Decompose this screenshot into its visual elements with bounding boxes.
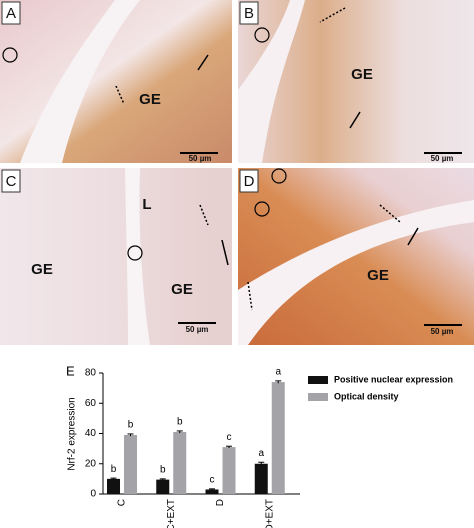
scale-label: 50 µm	[186, 325, 209, 334]
arrow	[197, 54, 209, 71]
x-tick-label: D	[215, 499, 226, 506]
panel-a: A GE 50 µm	[0, 0, 232, 163]
arrow	[115, 85, 125, 105]
significance-letter: b	[128, 420, 134, 431]
circle-marker	[254, 201, 270, 217]
scale-label: 50 µm	[189, 154, 212, 163]
y-tick-label: 0	[90, 489, 96, 500]
legend-label: Positive nuclear expression	[334, 374, 453, 384]
circle-marker	[271, 168, 287, 184]
arrow	[221, 239, 229, 266]
significance-letter: c	[227, 432, 232, 443]
y-axis-label: Nrf-2 expression	[67, 397, 78, 470]
bar	[222, 447, 236, 494]
panel-label: D	[244, 173, 255, 190]
y-tick-label: 80	[85, 368, 97, 379]
label-box	[1, 169, 21, 193]
vessel	[125, 168, 150, 345]
bar	[205, 489, 219, 494]
region-label: GE	[171, 281, 193, 298]
x-tick-label: C	[117, 499, 128, 506]
arrow	[247, 281, 253, 311]
bar	[107, 478, 120, 494]
bar	[271, 382, 285, 494]
significance-letter: c	[210, 474, 215, 485]
panel-label: E	[66, 363, 75, 378]
legend-swatch	[308, 376, 328, 384]
region-label: GE	[367, 267, 389, 284]
chart: E Nrf-2 expression 0 20 40 60 80 Cb b C+EXT b b Dc…	[66, 363, 453, 528]
scale-label: 50 µm	[431, 154, 454, 163]
significance-letter: b	[177, 417, 183, 428]
arrow	[407, 227, 419, 246]
panel-b: B GE 50 µm	[238, 0, 474, 163]
micrograph	[238, 168, 474, 345]
panel-c: C GE GE L 50 µm	[0, 168, 232, 345]
label-box	[239, 1, 259, 25]
label-box	[1, 1, 21, 25]
x-tick-label: C+EXT	[166, 499, 177, 528]
region-label: L	[142, 196, 151, 213]
label-box	[239, 169, 259, 193]
bar	[124, 435, 137, 494]
vessel	[238, 200, 474, 345]
panel-label: C	[6, 173, 17, 190]
arrow	[319, 7, 346, 23]
significance-letter: a	[258, 448, 264, 459]
panel-label: B	[244, 5, 254, 22]
significance-letter: b	[111, 464, 117, 475]
bar	[254, 463, 268, 494]
vessel	[20, 0, 140, 163]
region-label: GE	[139, 91, 161, 108]
legend-label: Optical density	[334, 391, 399, 401]
micrograph	[0, 168, 232, 345]
arrow	[349, 111, 361, 129]
region-label: GE	[31, 261, 53, 278]
significance-letter: a	[275, 367, 281, 378]
bar	[173, 431, 187, 494]
bar	[156, 479, 170, 494]
scale-label: 50 µm	[431, 327, 454, 336]
y-tick-label: 40	[85, 428, 97, 439]
significance-letter: b	[160, 465, 166, 476]
vessel	[238, 0, 305, 163]
panel-label: A	[6, 5, 16, 22]
y-tick-label: 60	[85, 398, 97, 409]
region-label: GE	[351, 66, 373, 83]
arrow	[379, 204, 401, 223]
x-tick-label: D+EXT	[264, 499, 275, 528]
legend-swatch	[308, 393, 328, 401]
y-tick-label: 20	[85, 458, 97, 469]
circle-marker	[127, 245, 143, 261]
circle-marker	[2, 47, 18, 63]
circle-marker	[254, 27, 270, 43]
arrow	[199, 204, 209, 226]
panel-d: D GE 50 µm	[238, 168, 474, 345]
